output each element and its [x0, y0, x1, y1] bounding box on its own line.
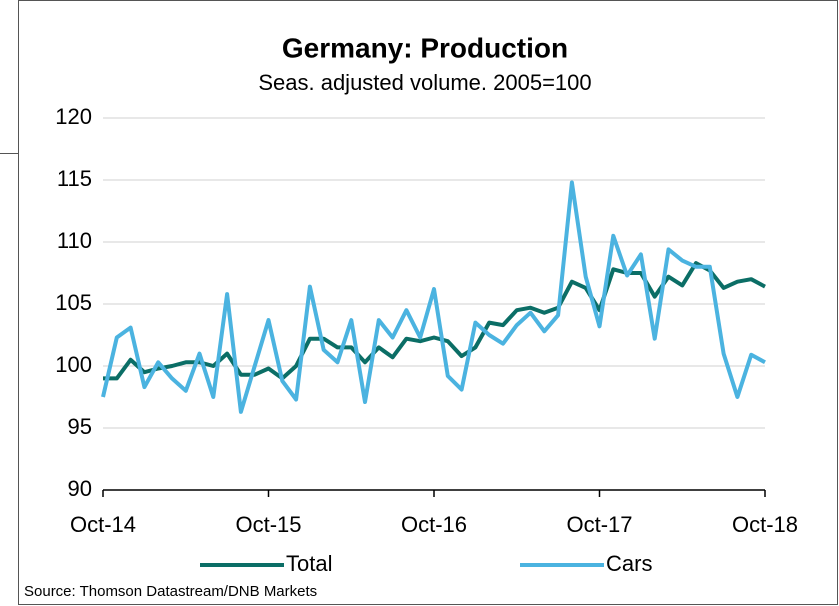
y-tick-label: 90: [68, 476, 92, 501]
y-tick-label: 120: [55, 104, 92, 129]
y-tick-label: 105: [55, 290, 92, 315]
x-tick-label: Oct-18: [732, 512, 798, 537]
x-tick-label: Oct-14: [70, 512, 136, 537]
series-line: [101, 180, 766, 414]
source-note: Source: Thomson Datastream/DNB Markets: [24, 583, 317, 600]
y-tick-label: 115: [57, 166, 92, 191]
x-tick-label: Oct-16: [401, 512, 467, 537]
legend-label: Cars: [606, 551, 652, 576]
y-tick-label: 100: [55, 352, 92, 377]
chart-subtitle: Seas. adjusted volume. 2005=100: [258, 70, 591, 95]
x-tick-label: Oct-17: [566, 512, 632, 537]
chart-title: Germany: Production: [282, 32, 568, 63]
series-line: [103, 261, 766, 381]
y-tick-label: 95: [68, 414, 92, 439]
frame: [18, 0, 838, 605]
y-tick-label: 110: [57, 228, 92, 253]
legend-label: Total: [286, 551, 332, 576]
x-tick-label: Oct-15: [235, 512, 301, 537]
